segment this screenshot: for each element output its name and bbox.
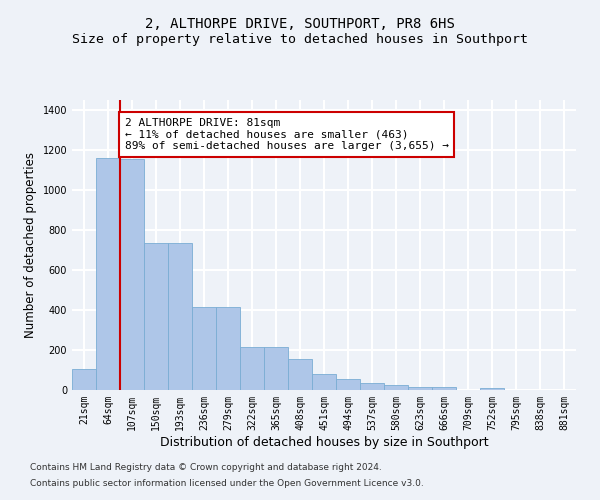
Bar bbox=[240, 347, 264, 390]
X-axis label: Distribution of detached houses by size in Southport: Distribution of detached houses by size … bbox=[160, 436, 488, 448]
Bar bbox=[336, 379, 360, 390]
Bar bbox=[144, 243, 168, 390]
Bar bbox=[72, 369, 96, 390]
Bar bbox=[96, 158, 120, 390]
Bar bbox=[120, 159, 144, 390]
Bar bbox=[384, 385, 408, 390]
Bar bbox=[432, 387, 456, 390]
Bar bbox=[360, 383, 384, 390]
Text: 2 ALTHORPE DRIVE: 81sqm
← 11% of detached houses are smaller (463)
89% of semi-d: 2 ALTHORPE DRIVE: 81sqm ← 11% of detache… bbox=[125, 118, 449, 151]
Bar bbox=[408, 387, 432, 390]
Bar bbox=[312, 374, 336, 390]
Text: Contains HM Land Registry data © Crown copyright and database right 2024.: Contains HM Land Registry data © Crown c… bbox=[30, 464, 382, 472]
Y-axis label: Number of detached properties: Number of detached properties bbox=[24, 152, 37, 338]
Text: Contains public sector information licensed under the Open Government Licence v3: Contains public sector information licen… bbox=[30, 478, 424, 488]
Text: Size of property relative to detached houses in Southport: Size of property relative to detached ho… bbox=[72, 32, 528, 46]
Bar bbox=[264, 347, 288, 390]
Bar bbox=[480, 388, 504, 390]
Bar bbox=[168, 243, 192, 390]
Bar bbox=[288, 359, 312, 390]
Text: 2, ALTHORPE DRIVE, SOUTHPORT, PR8 6HS: 2, ALTHORPE DRIVE, SOUTHPORT, PR8 6HS bbox=[145, 18, 455, 32]
Bar bbox=[192, 307, 216, 390]
Bar bbox=[216, 307, 240, 390]
